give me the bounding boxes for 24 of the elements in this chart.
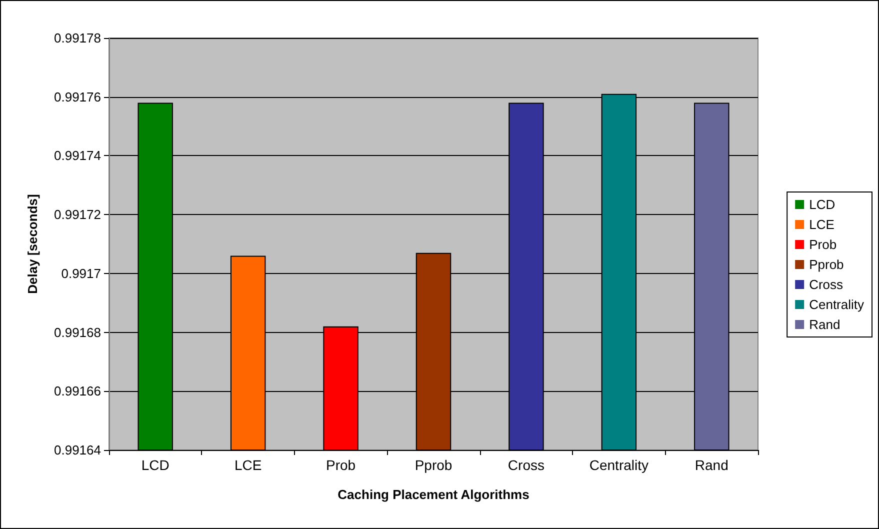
legend-label: LCE [809, 217, 835, 232]
x-tick-label: Prob [326, 457, 356, 473]
legend-label: Rand [809, 317, 840, 332]
legend-label: LCD [809, 197, 836, 212]
y-tick-label: 0.99168 [54, 324, 101, 340]
y-axis-title: Delay [seconds] [25, 194, 40, 294]
legend-label: Pprob [809, 257, 844, 272]
x-tick-label: Centrality [589, 457, 648, 473]
legend-label: Prob [809, 237, 837, 252]
legend-label: Centrality [809, 297, 864, 312]
y-tick-label: 0.99176 [54, 89, 101, 104]
x-tick-label: Rand [694, 457, 728, 473]
y-tick-label: 0.99178 [54, 30, 101, 46]
y-tick-label: 0.99174 [54, 148, 101, 164]
y-tick-label: 0.99172 [54, 207, 101, 222]
x-axis-title: Caching Placement Algorithms [338, 487, 530, 502]
y-tick-label: 0.99164 [54, 442, 101, 458]
x-tick-label: LCD [141, 457, 170, 473]
x-tick-label: Cross [508, 457, 544, 473]
y-tick-label: 0.9917 [61, 266, 101, 281]
y-tick-label: 0.99166 [54, 384, 101, 399]
x-tick-label: Pprob [414, 457, 452, 473]
x-tick-label: LCE [234, 457, 262, 473]
legend-label: Cross [809, 277, 844, 292]
